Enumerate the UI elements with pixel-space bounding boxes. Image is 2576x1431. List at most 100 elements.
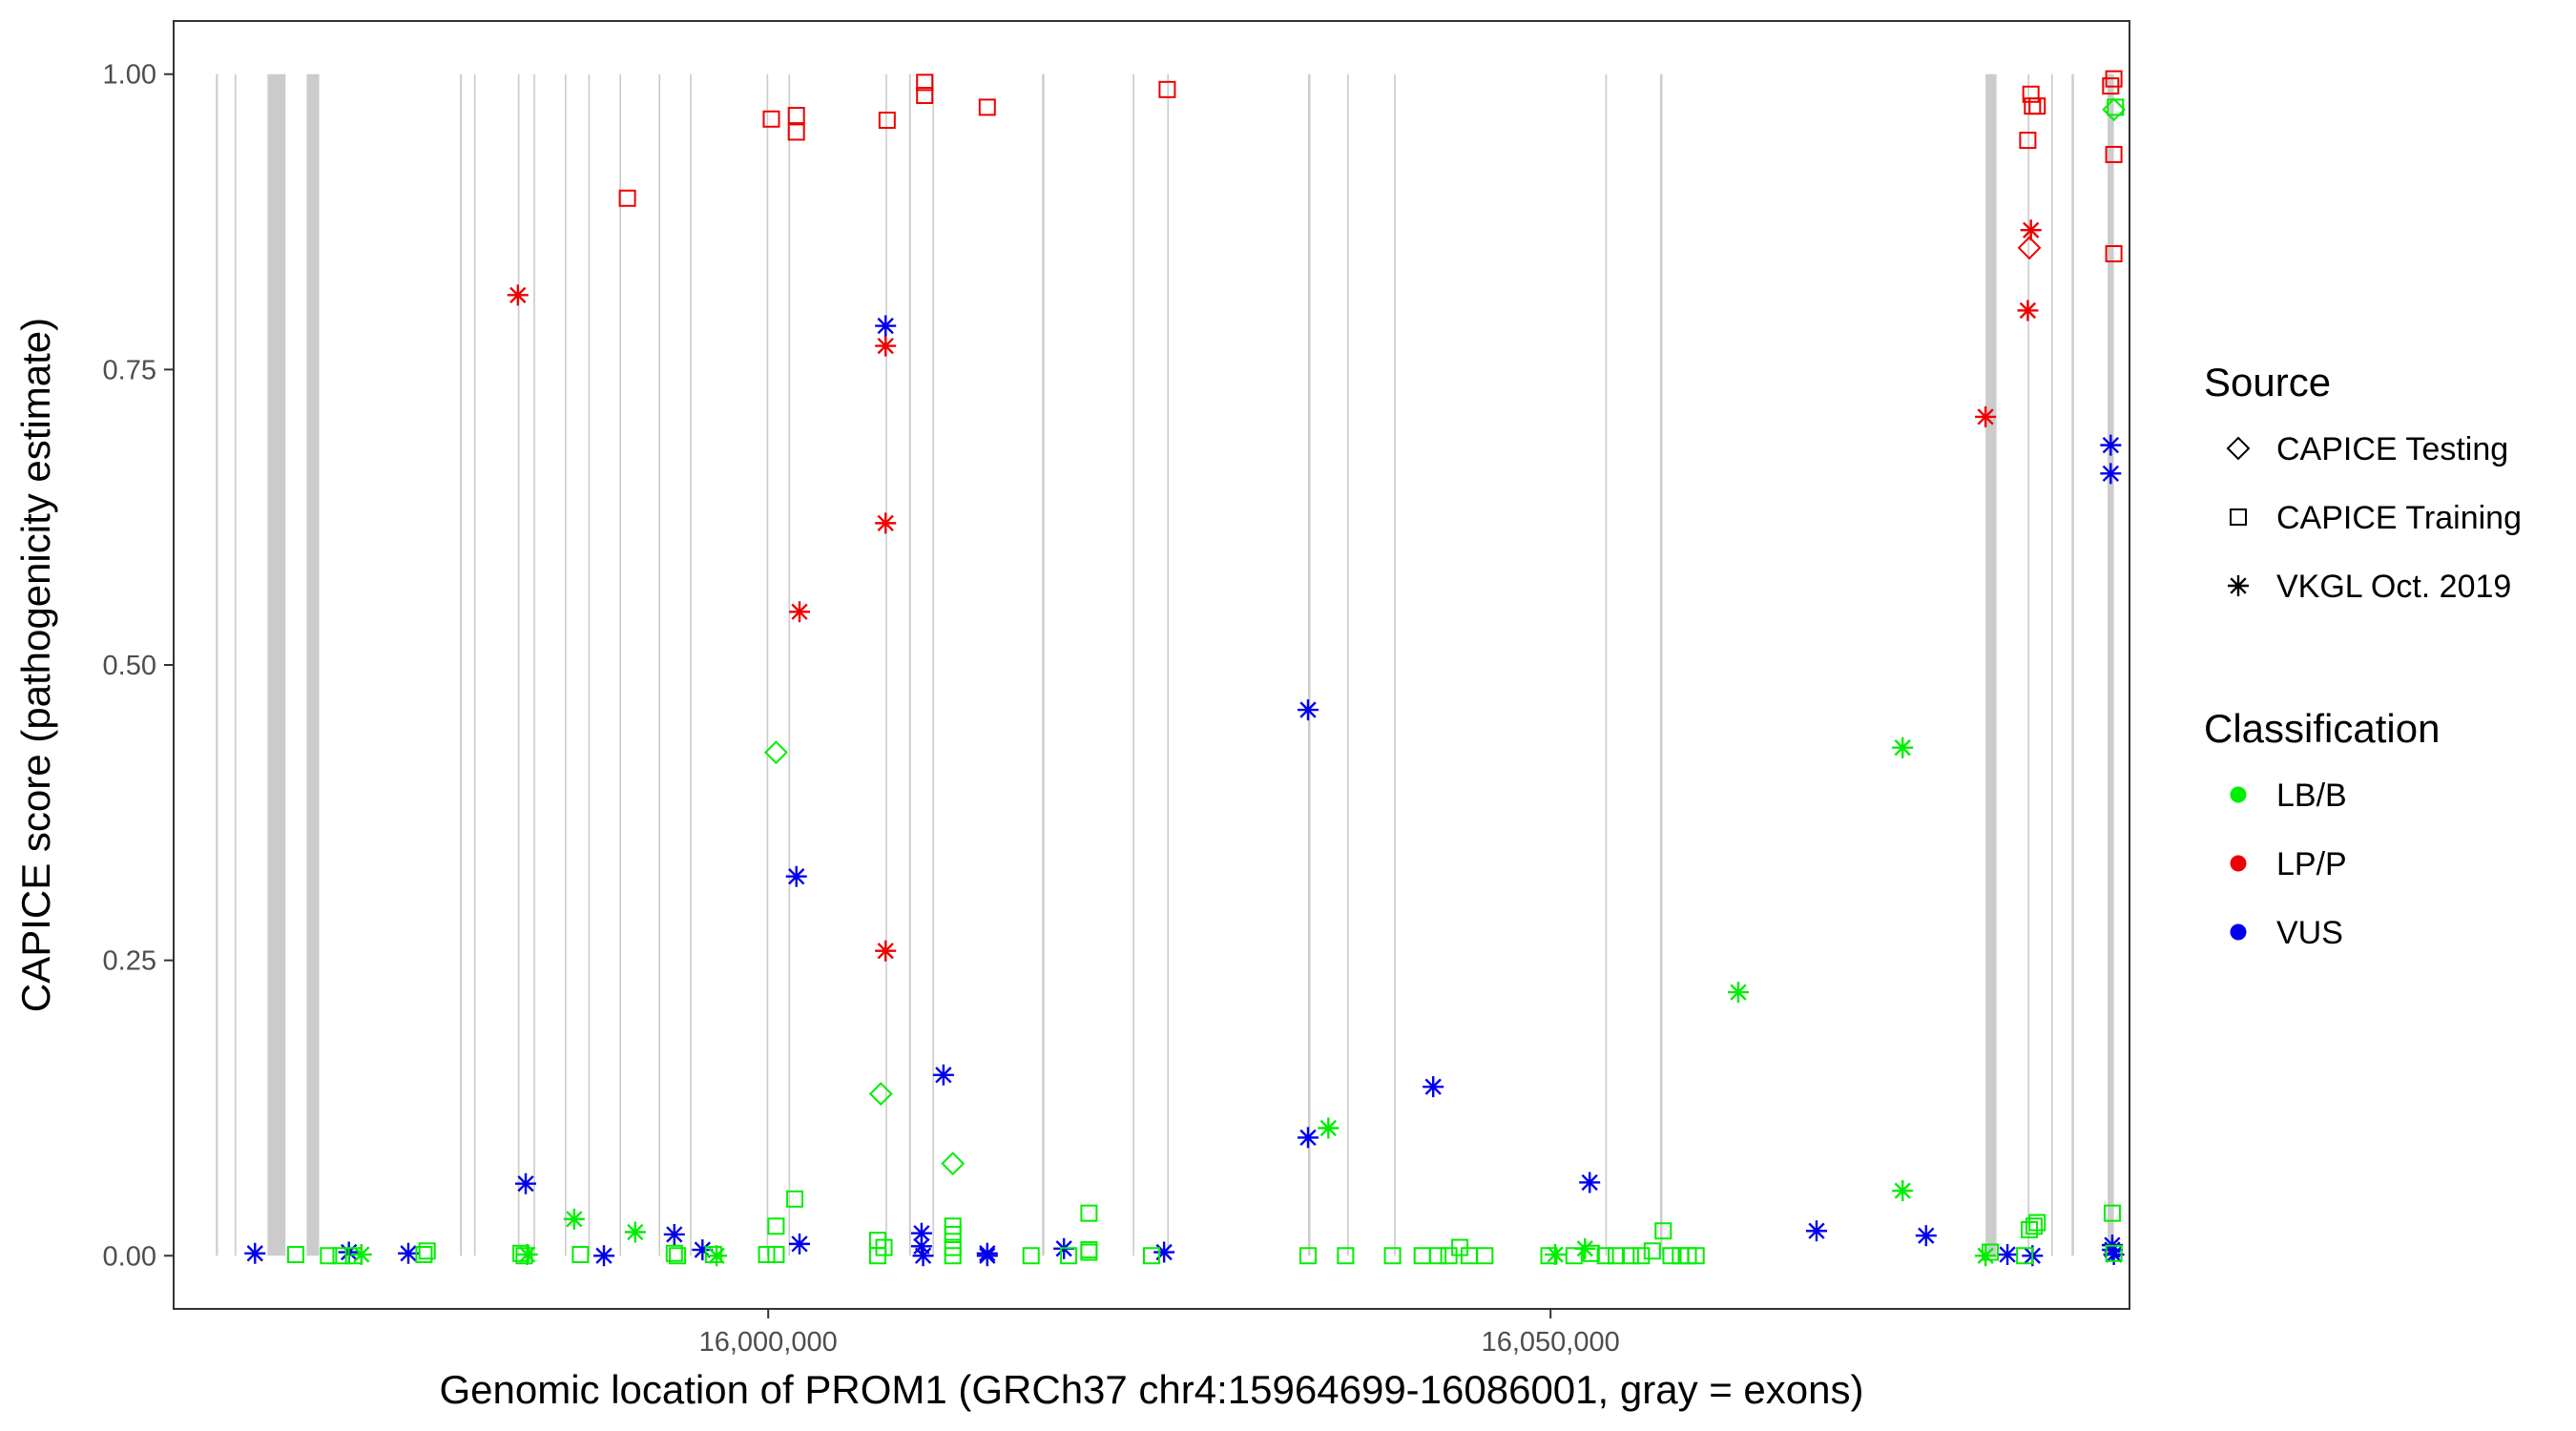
exon-band-24 (1394, 73, 1396, 1256)
legend-key-square (2230, 508, 2247, 526)
data-point-lb-b-64 (1892, 736, 1914, 758)
data-point-lb-b-16 (704, 1246, 722, 1264)
exon-band-5 (460, 73, 463, 1256)
y-tick-label-3: 0.50 (103, 651, 156, 681)
data-points (244, 70, 2127, 1267)
data-point-lb-b-39 (1318, 1117, 1340, 1139)
data-point-lp-p-22 (2028, 97, 2046, 115)
data-point-lb-b-75 (2105, 1244, 2123, 1262)
data-point-vus-10 (875, 315, 897, 337)
exon-band-26 (1660, 73, 1663, 1256)
data-point-lp-p-9 (875, 940, 897, 962)
legend-label-class-1: LB/B (2276, 778, 2347, 814)
data-point-lb-b-56 (1632, 1247, 1651, 1265)
exon-band-30 (2071, 73, 2074, 1256)
data-point-lb-b-10 (516, 1244, 538, 1266)
data-point-lb-b-6 (415, 1246, 433, 1264)
data-point-vus-1 (244, 1242, 266, 1264)
data-point-lb-b-62 (1687, 1247, 1705, 1265)
data-point-vus-14 (932, 1064, 954, 1086)
data-point-lb-b-27 (941, 1151, 966, 1176)
exon-band-2 (234, 73, 237, 1256)
exon-band-10 (588, 73, 591, 1256)
legend-label-class-2: LP/P (2276, 846, 2347, 882)
exon-band-28 (2027, 73, 2030, 1256)
data-point-lp-p-11 (916, 73, 934, 92)
y-tick-label-5: 1.00 (103, 60, 156, 91)
data-point-lb-b-19 (767, 1246, 785, 1264)
exon-band-7 (517, 73, 520, 1256)
data-point-lb-b-13 (624, 1221, 646, 1243)
legend-title-source: Source (2204, 360, 2331, 404)
data-point-lb-b-70 (2025, 1217, 2043, 1235)
data-point-lb-b-2 (320, 1247, 338, 1265)
data-point-lp-p-2 (618, 189, 636, 207)
data-point-lb-b-55 (1621, 1247, 1639, 1265)
data-point-lp-p-16 (2017, 300, 2039, 321)
data-point-vus-7 (692, 1239, 714, 1261)
exon-band-19 (1042, 73, 1045, 1256)
exon-band-6 (473, 73, 476, 1256)
exon-band-17 (908, 73, 911, 1256)
data-point-vus-12 (910, 1235, 932, 1257)
data-point-lb-b-71 (2028, 1213, 2046, 1232)
axes: 0.00 0.25 0.50 0.75 1.00 16,000,000 16,050,000 (103, 60, 1620, 1358)
data-point-lb-b-40 (1337, 1247, 1355, 1265)
data-point-lb-b-38 (1299, 1247, 1317, 1265)
data-point-vus-28 (2100, 463, 2122, 485)
y-tick-label-2: 0.25 (103, 946, 156, 977)
data-point-lb-b-65 (1892, 1180, 1914, 1202)
data-point-vus-22 (1579, 1172, 1601, 1193)
data-point-lb-b-72 (2103, 1204, 2121, 1222)
data-point-lb-b-67 (1982, 1243, 2000, 1261)
y-tick-label-4: 0.75 (103, 355, 156, 385)
data-point-vus-11 (910, 1222, 932, 1244)
exon-band-18 (932, 73, 935, 1256)
exon-band-20 (1132, 73, 1134, 1256)
data-point-lp-p-13 (978, 98, 996, 116)
data-point-vus-8 (785, 865, 807, 887)
data-point-lb-b-15 (669, 1247, 687, 1265)
data-point-lb-b-14 (665, 1244, 683, 1262)
data-point-vus-27 (2100, 434, 2122, 456)
exon-band-23 (1347, 73, 1349, 1256)
legend-label-source-2: CAPICE Training (2276, 500, 2522, 536)
data-point-vus-16 (976, 1245, 998, 1267)
exon-band-15 (788, 73, 791, 1256)
data-point-lp-p-18 (2017, 236, 2042, 260)
x-tick-label-1: 16,000,000 (699, 1327, 838, 1358)
exon-band-8 (533, 73, 535, 1256)
data-point-lb-b-49 (1545, 1244, 1567, 1266)
legend-class-items: LB/B LP/P VUS (2230, 778, 2347, 951)
data-point-vus-20 (1298, 1127, 1319, 1149)
legend-label-source-1: CAPICE Testing (2276, 431, 2508, 467)
legend-title-classification: Classification (2204, 706, 2440, 751)
data-point-lb-b-26 (868, 1082, 893, 1107)
data-point-lp-p-24 (2105, 70, 2123, 88)
legend-key-lb-b (2230, 786, 2247, 803)
data-point-lb-b-29 (944, 1225, 962, 1243)
data-point-lb-b-22 (786, 1190, 804, 1208)
data-point-lp-p-26 (2105, 244, 2123, 262)
data-point-lb-b-21 (763, 740, 788, 765)
data-point-lb-b-11 (563, 1208, 585, 1230)
data-point-vus-24 (1915, 1225, 1937, 1247)
data-point-lp-p-7 (875, 335, 897, 357)
exon-band-14 (766, 73, 769, 1256)
data-point-vus-5 (593, 1245, 614, 1267)
data-point-lb-b-31 (944, 1247, 962, 1265)
data-point-vus-3 (398, 1242, 419, 1264)
data-point-lb-b-18 (758, 1246, 776, 1264)
data-point-lb-b-63 (1728, 982, 1749, 1004)
y-axis-title: CAPICE score (pathogenicity estimate) (13, 318, 58, 1012)
data-point-lp-p-6 (787, 123, 805, 141)
data-point-vus-18 (1153, 1241, 1175, 1263)
legend: Source CAPICE Testing CAPICE Training VKGL… (2204, 360, 2522, 951)
exon-bands (216, 73, 2114, 1256)
data-point-lb-b-50 (1565, 1247, 1583, 1265)
data-point-lp-p-12 (916, 87, 934, 105)
data-point-lb-b-7 (418, 1242, 436, 1260)
exon-band-12 (658, 73, 661, 1256)
exon-band-9 (565, 73, 567, 1256)
